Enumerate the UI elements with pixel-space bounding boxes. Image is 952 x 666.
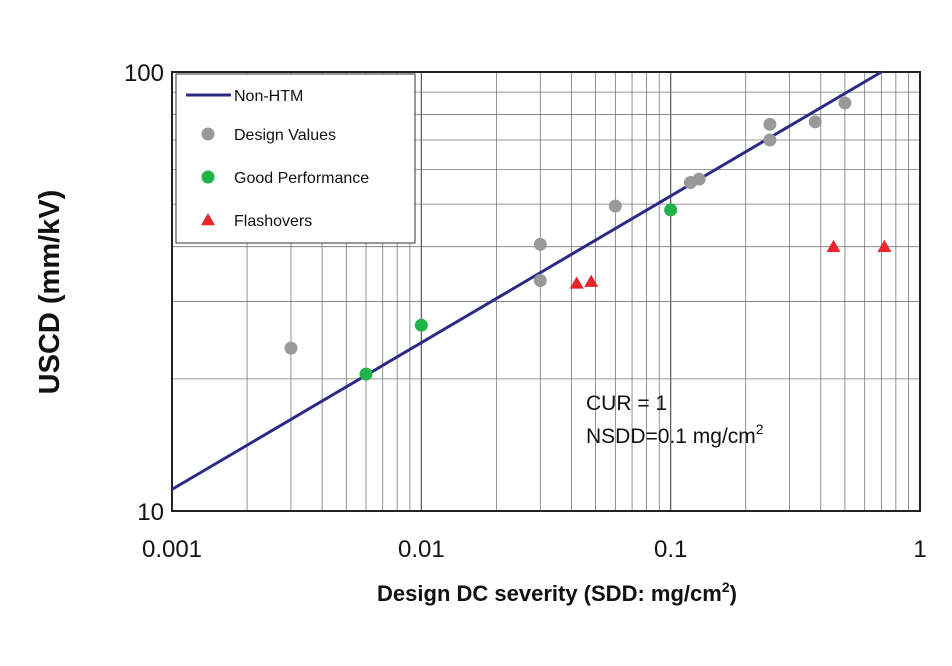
design-values-point (533, 274, 547, 288)
design-values-point (808, 115, 822, 129)
x-axis-title: Design DC severity (SDD: mg/cm2) (377, 579, 737, 606)
plot-frame (171, 71, 921, 512)
legend-marker (201, 127, 215, 141)
legend-label: Design Values (234, 127, 336, 144)
design-values-point (692, 172, 706, 186)
design-values-point (533, 237, 547, 251)
annotation-nsdd: NSDD=0.1 mg/cm2 (586, 421, 764, 448)
flashovers-point (584, 274, 599, 287)
good-performance-point (359, 367, 373, 381)
design-values-point (608, 199, 622, 213)
tick-labels: 0.001 0.01 0.1 1 10 100 (124, 60, 927, 563)
legend-marker (201, 170, 215, 184)
flashovers-point (569, 276, 584, 289)
legend-box (175, 73, 416, 244)
design-values-point (284, 341, 298, 355)
x-tick-label: 0.1 (654, 536, 687, 563)
x-tick-label: 0.01 (398, 536, 445, 563)
good-performance-point (414, 318, 428, 332)
x-tick-label: 0.001 (142, 536, 202, 563)
flashovers-point (826, 239, 841, 252)
y-axis-title: USCD (mm/kV) (34, 190, 66, 395)
legend-label: Good Performance (234, 170, 369, 187)
fit-line-layer (171, 70, 883, 491)
annotation: CUR = 1 NSDD=0.1 mg/cm2 (586, 392, 764, 448)
legend-label: Flashovers (234, 213, 312, 230)
x-tick-label: 1 (913, 536, 926, 563)
annotation-cur: CUR = 1 (586, 392, 667, 415)
non-htm-line (171, 70, 883, 491)
y-tick-label: 100 (124, 60, 164, 87)
good-performance-point (664, 203, 678, 217)
flashovers-point (877, 239, 892, 252)
design-values-point (763, 133, 777, 147)
design-values-point (763, 117, 777, 131)
design-values-point (838, 96, 852, 110)
y-tick-label: 10 (137, 499, 164, 526)
data-points (284, 96, 892, 381)
legend-label-line: Non-HTM (234, 88, 303, 105)
legend-marker (201, 213, 215, 226)
legend: Non-HTM Design Values Good Performance Fla… (175, 73, 416, 244)
